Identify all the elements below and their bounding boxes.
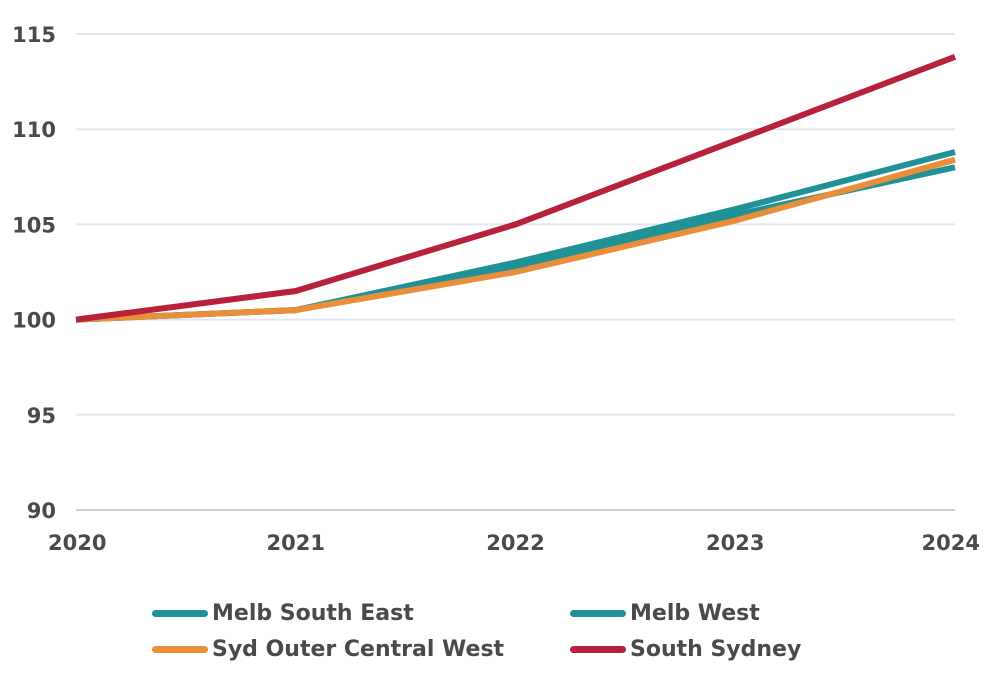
series-line-melb-west [75, 164, 956, 323]
y-tick-label-110: 110 [12, 118, 56, 142]
series-line-south-sydney [75, 53, 957, 323]
y-axis-ticks: 90 95 100 105 110 115 [12, 23, 56, 523]
x-tick-label-2024: 2024 [922, 531, 980, 555]
series-line-syd-outer-central-west [75, 156, 956, 323]
gridlines [76, 33, 955, 511]
x-tick-label-2023: 2023 [706, 531, 764, 555]
x-axis-ticks: 2020 2021 2022 2023 2024 [48, 531, 980, 555]
y-tick-label-115: 115 [12, 23, 56, 47]
y-tick-label-100: 100 [12, 309, 56, 333]
series-lines [75, 53, 957, 323]
x-tick-label-2022: 2022 [486, 531, 544, 555]
x-tick-label-2020: 2020 [48, 531, 106, 555]
y-tick-label-105: 105 [12, 213, 56, 237]
x-tick-label-2021: 2021 [267, 531, 325, 555]
y-tick-label-90: 90 [27, 499, 56, 523]
y-tick-label-95: 95 [27, 404, 56, 428]
series-line-melb-south-east [75, 149, 956, 323]
